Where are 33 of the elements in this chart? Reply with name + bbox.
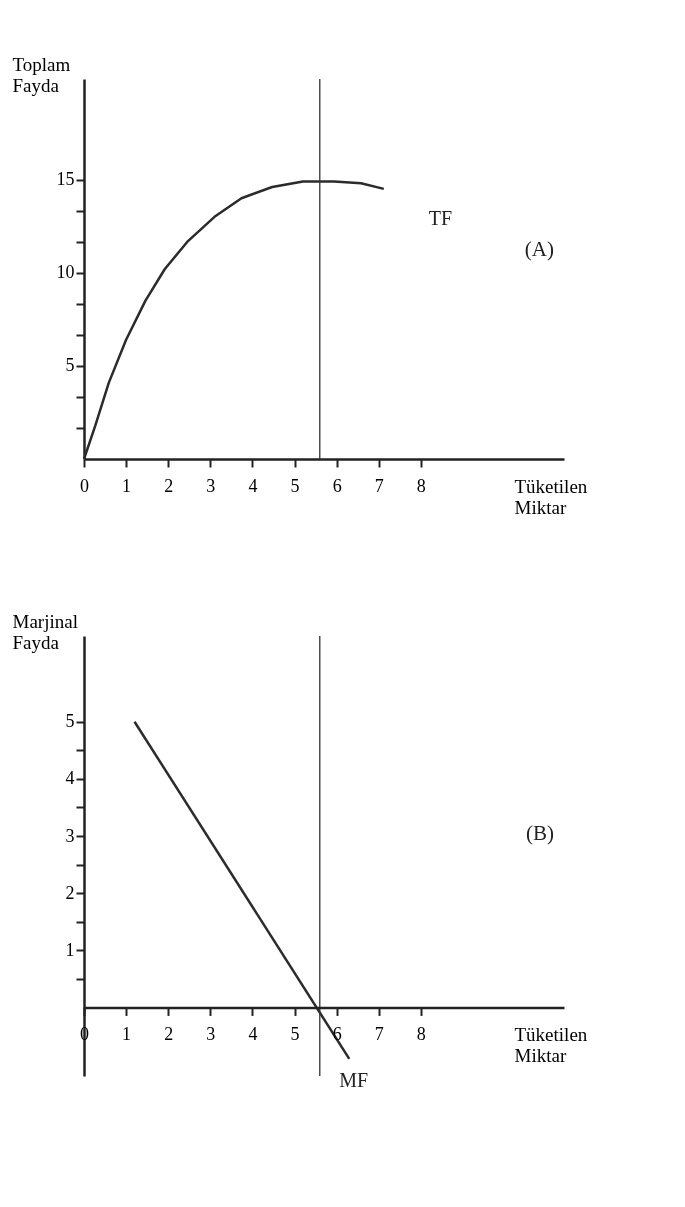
x-tick-label: 2 [164, 1023, 174, 1044]
x-tick-label: 6 [332, 475, 342, 496]
y-tick-label: 4 [65, 768, 75, 789]
y-tick-label: 1 [65, 939, 75, 960]
x-tick-label: 2 [164, 475, 174, 496]
series-label: MF [339, 1068, 369, 1091]
y-axis-title: Marjinal Fayda [12, 610, 78, 653]
y-tick-label: 3 [65, 825, 75, 846]
x-tick-label: 7 [374, 475, 384, 496]
x-tick-label: 5 [290, 475, 300, 496]
x-tick-label: 1 [122, 475, 132, 496]
x-tick-label: 1 [122, 1023, 132, 1044]
x-axis-title: Tüketilen Miktar [514, 1023, 588, 1066]
text: TF [428, 206, 453, 229]
annotation: (B) [526, 821, 554, 845]
x-tick-label: 4 [248, 1023, 258, 1044]
y-tick-label: 5 [65, 355, 75, 376]
x-tick-label: 0 [80, 475, 89, 496]
y-tick-label: 5 [65, 711, 75, 732]
x-tick-label: 8 [416, 475, 426, 496]
x-tick-label: 8 [416, 1023, 426, 1044]
y-axis-title: Toplam Fayda [12, 53, 71, 96]
x-tick-label: 3 [206, 1023, 216, 1044]
annotation: (A) [524, 237, 554, 261]
x-tick-label: 4 [248, 475, 258, 496]
y-tick-label: 10 [56, 262, 75, 283]
x-tick-label: 3 [206, 475, 216, 496]
y-tick-label: 2 [65, 882, 75, 903]
x-tick-label: 6 [332, 1023, 342, 1044]
y-tick-label: 15 [56, 169, 75, 190]
x-tick-label: 5 [290, 1023, 300, 1044]
x-tick-label: 7 [374, 1023, 384, 1044]
x-axis-title: Tüketilen Miktar [514, 475, 588, 518]
